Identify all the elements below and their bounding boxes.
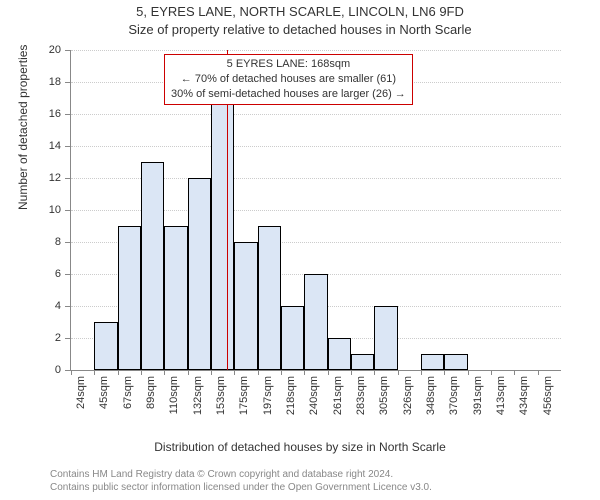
y-tick-label: 8 xyxy=(55,236,61,248)
x-tick xyxy=(304,370,305,375)
x-tick xyxy=(328,370,329,375)
histogram-bar xyxy=(328,338,351,370)
x-tick-label: 89sqm xyxy=(145,376,157,426)
x-tick xyxy=(468,370,469,375)
y-tick-label: 12 xyxy=(49,172,61,184)
x-tick xyxy=(421,370,422,375)
y-tick-label: 2 xyxy=(55,332,61,344)
x-tick xyxy=(71,370,72,375)
x-tick-label: 370sqm xyxy=(448,376,460,426)
x-tick-label: 197sqm xyxy=(262,376,274,426)
x-tick xyxy=(281,370,282,375)
x-axis-title: Distribution of detached houses by size … xyxy=(0,440,600,454)
x-tick xyxy=(188,370,189,375)
x-tick-label: 175sqm xyxy=(238,376,250,426)
x-tick xyxy=(538,370,539,375)
x-tick-label: 110sqm xyxy=(168,376,180,426)
x-tick-label: 218sqm xyxy=(285,376,297,426)
histogram-bar xyxy=(351,354,374,370)
annotation-line-1: 5 EYRES LANE: 168sqm xyxy=(171,57,406,72)
y-tick-label: 6 xyxy=(55,268,61,280)
y-tick-label: 14 xyxy=(49,140,61,152)
histogram-bar xyxy=(94,322,117,370)
grid-line xyxy=(71,114,561,115)
histogram-bar xyxy=(188,178,211,370)
histogram-bar xyxy=(164,226,187,370)
y-tick-label: 16 xyxy=(49,108,61,120)
x-tick xyxy=(444,370,445,375)
x-tick-label: 326sqm xyxy=(402,376,414,426)
x-tick-label: 413sqm xyxy=(495,376,507,426)
histogram-bar xyxy=(118,226,141,370)
histogram-bar xyxy=(211,82,234,370)
x-tick-label: 261sqm xyxy=(332,376,344,426)
x-tick-label: 283sqm xyxy=(355,376,367,426)
annotation-line-3: 30% of semi-detached houses are larger (… xyxy=(171,87,406,102)
y-tick xyxy=(65,82,71,83)
page-title-sub: Size of property relative to detached ho… xyxy=(0,22,600,37)
y-tick xyxy=(65,306,71,307)
histogram-bar xyxy=(444,354,467,370)
histogram-bar xyxy=(234,242,257,370)
x-tick-label: 24sqm xyxy=(75,376,87,426)
grid-line xyxy=(71,146,561,147)
y-tick-label: 4 xyxy=(55,300,61,312)
histogram-bar xyxy=(141,162,164,370)
annotation-callout: 5 EYRES LANE: 168sqm← 70% of detached ho… xyxy=(164,54,413,105)
y-tick-label: 10 xyxy=(49,204,61,216)
x-tick xyxy=(258,370,259,375)
grid-line xyxy=(71,50,561,51)
x-tick xyxy=(118,370,119,375)
y-tick xyxy=(65,114,71,115)
y-tick xyxy=(65,274,71,275)
x-tick xyxy=(211,370,212,375)
x-tick xyxy=(491,370,492,375)
x-tick xyxy=(398,370,399,375)
x-tick-label: 132sqm xyxy=(192,376,204,426)
y-tick xyxy=(65,50,71,51)
histogram-bar xyxy=(304,274,327,370)
x-tick-label: 67sqm xyxy=(122,376,134,426)
y-tick xyxy=(65,146,71,147)
x-tick xyxy=(234,370,235,375)
x-tick xyxy=(374,370,375,375)
x-tick xyxy=(94,370,95,375)
x-tick-label: 456sqm xyxy=(542,376,554,426)
y-tick xyxy=(65,210,71,211)
histogram-bar xyxy=(281,306,304,370)
x-tick-label: 348sqm xyxy=(425,376,437,426)
x-tick-label: 45sqm xyxy=(98,376,110,426)
footer-line-1: Contains HM Land Registry data © Crown c… xyxy=(50,468,432,481)
page-title-main: 5, EYRES LANE, NORTH SCARLE, LINCOLN, LN… xyxy=(0,4,600,19)
x-tick-label: 153sqm xyxy=(215,376,227,426)
y-tick xyxy=(65,178,71,179)
histogram-bar xyxy=(258,226,281,370)
histogram-bar xyxy=(374,306,397,370)
x-tick-label: 305sqm xyxy=(378,376,390,426)
y-tick-label: 20 xyxy=(49,44,61,56)
x-tick-label: 434sqm xyxy=(518,376,530,426)
footer-attribution: Contains HM Land Registry data © Crown c… xyxy=(50,468,432,494)
y-axis-title: Number of detached properties xyxy=(16,45,30,210)
annotation-line-2: ← 70% of detached houses are smaller (61… xyxy=(171,72,406,87)
x-tick xyxy=(514,370,515,375)
x-tick xyxy=(141,370,142,375)
x-tick xyxy=(164,370,165,375)
y-tick xyxy=(65,242,71,243)
x-tick-label: 391sqm xyxy=(472,376,484,426)
y-tick-label: 18 xyxy=(49,76,61,88)
histogram-bar xyxy=(421,354,444,370)
x-tick xyxy=(351,370,352,375)
y-tick xyxy=(65,338,71,339)
x-tick-label: 240sqm xyxy=(308,376,320,426)
histogram-chart: 0246810121416182024sqm45sqm67sqm89sqm110… xyxy=(70,50,561,371)
y-tick-label: 0 xyxy=(55,364,61,376)
footer-line-2: Contains public sector information licen… xyxy=(50,481,432,494)
